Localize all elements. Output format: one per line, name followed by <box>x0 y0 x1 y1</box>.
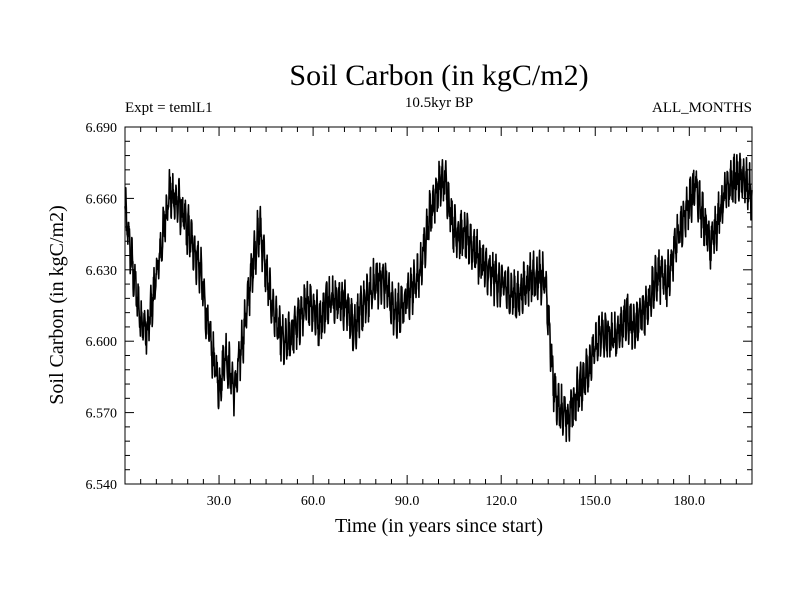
subtitle-period: 10.5kyr BP <box>405 95 473 111</box>
x-tick-label: 90.0 <box>395 494 420 509</box>
x-axis-label: Time (in years since start) <box>335 515 543 537</box>
x-tick-label: 60.0 <box>301 494 326 509</box>
y-tick-label: 6.630 <box>86 264 118 279</box>
x-tick-label: 30.0 <box>207 494 232 509</box>
soil-carbon-series-line <box>124 152 753 443</box>
x-tick-label: 180.0 <box>674 494 706 509</box>
subtitle-expt: Expt = temlL1 <box>125 100 213 116</box>
y-tick-label: 6.570 <box>86 407 118 422</box>
x-tick-label: 120.0 <box>485 494 517 509</box>
y-axis-label: Soil Carbon (in kgC/m2) <box>46 205 68 404</box>
x-tick-label: 150.0 <box>580 494 612 509</box>
chart-title: Soil Carbon (in kgC/m2) <box>289 59 588 92</box>
y-tick-label: 6.540 <box>86 478 118 493</box>
subtitle-months: ALL_MONTHS <box>652 100 752 116</box>
y-tick-label: 6.600 <box>86 335 118 350</box>
y-tick-label: 6.660 <box>86 192 118 207</box>
y-tick-label: 6.690 <box>86 121 118 136</box>
x-axis-ticks: 30.0 60.0 90.0 120.0 150.0 180.0 <box>140 127 753 509</box>
plot-frame <box>124 126 753 485</box>
